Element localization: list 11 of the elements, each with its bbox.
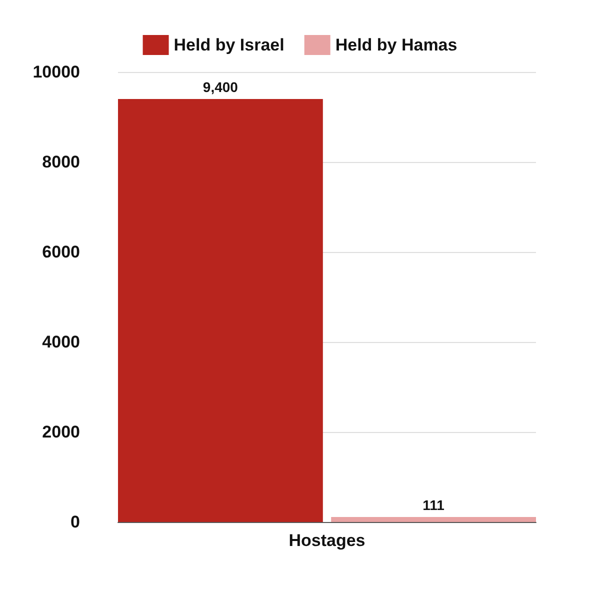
x-tick-label: Hostages — [288, 531, 366, 550]
text: 9,400 — [202, 79, 238, 95]
y-tick-label: 2000 — [42, 422, 80, 442]
y-tick-label: 4000 — [42, 332, 80, 352]
legend-label: Held by Israel — [174, 36, 284, 54]
y-tick-label: 0 — [70, 512, 80, 532]
y-tick-label: 10000 — [32, 62, 80, 82]
text: 111 — [422, 497, 444, 514]
y-tick-label: 6000 — [42, 242, 80, 262]
legend-label: Held by Hamas — [335, 36, 458, 54]
y-tick-label: 8000 — [42, 152, 80, 172]
